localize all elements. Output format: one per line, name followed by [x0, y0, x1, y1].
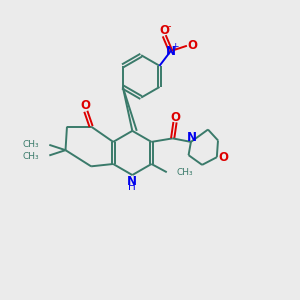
- Text: O: O: [159, 24, 169, 37]
- Text: N: N: [187, 131, 197, 144]
- Text: CH₃: CH₃: [22, 152, 39, 160]
- Text: O: O: [81, 99, 91, 112]
- Text: O: O: [170, 111, 180, 124]
- Text: H: H: [128, 182, 136, 192]
- Text: CH₃: CH₃: [22, 140, 39, 149]
- Text: +: +: [171, 42, 178, 51]
- Text: -: -: [168, 21, 171, 31]
- Text: CH₃: CH₃: [176, 168, 193, 177]
- Text: N: N: [166, 45, 176, 58]
- Text: O: O: [218, 151, 228, 164]
- Text: O: O: [187, 39, 197, 52]
- Text: N: N: [127, 175, 137, 188]
